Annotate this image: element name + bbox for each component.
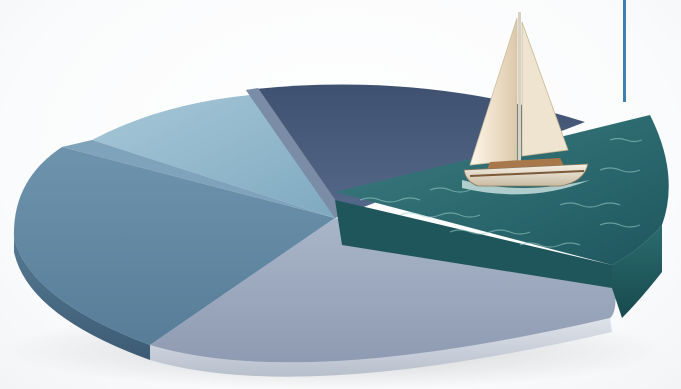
slice-navy-cut-edge xyxy=(246,88,345,218)
ocean-slice-inner-wall xyxy=(335,200,612,288)
sailboat xyxy=(462,12,590,195)
wave-texture xyxy=(359,137,643,248)
slice-side-steel xyxy=(14,238,150,360)
ocean-slice-outer-wall xyxy=(612,225,662,318)
slice-steel-blue xyxy=(13,147,336,345)
slice-light-blue-edge xyxy=(62,140,335,218)
slice-light-blue xyxy=(92,95,335,218)
slice-side-lavender xyxy=(150,318,612,377)
boat-jib xyxy=(521,21,569,157)
accent-line xyxy=(623,0,626,102)
boat-mainsail xyxy=(469,17,518,166)
boat-mast xyxy=(518,12,521,162)
boat-wake xyxy=(462,180,590,195)
boat-hull xyxy=(463,163,589,187)
boat-hull-stripe xyxy=(469,170,585,177)
